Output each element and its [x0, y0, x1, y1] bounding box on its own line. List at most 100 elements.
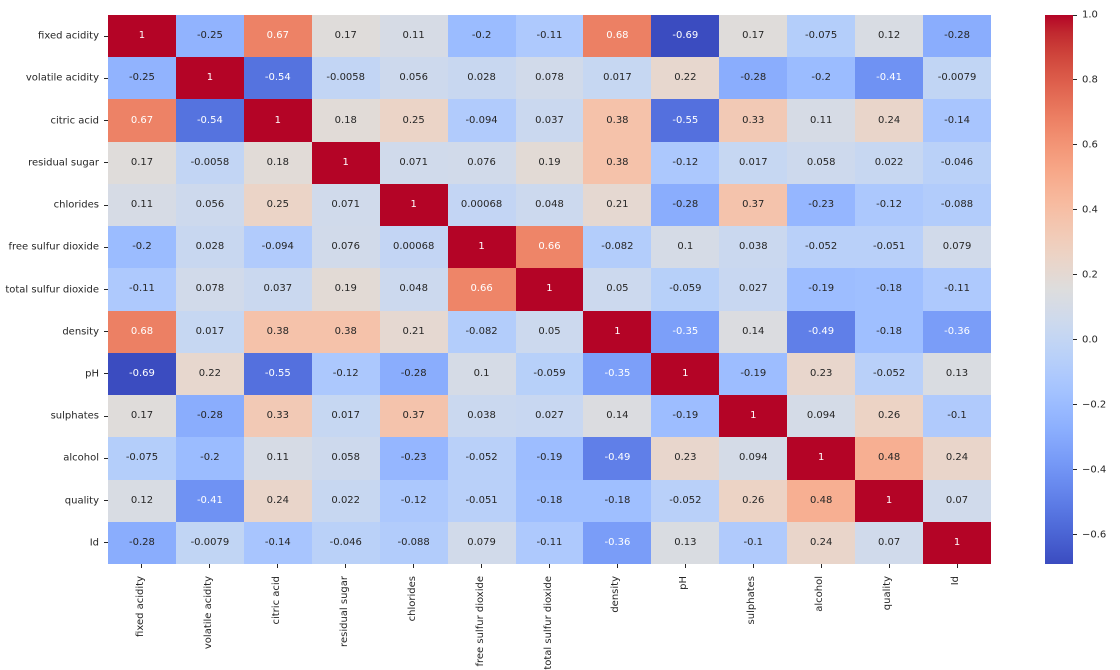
heatmap-cell: 0.25	[379, 99, 448, 142]
heatmap-cell: 0.24	[787, 521, 856, 564]
heatmap-cell: -0.052	[855, 352, 924, 396]
colorbar-tick-label: 1.0	[1082, 9, 1098, 21]
heatmap-cell: -0.18	[515, 479, 584, 522]
heatmap-cell: -0.11	[923, 268, 991, 311]
y-tick-label: fixed acidity	[38, 30, 99, 42]
y-tick-label: volatile acidity	[25, 72, 99, 84]
heatmap-cell: 0.24	[923, 437, 991, 480]
x-tick-label: quality	[882, 576, 894, 611]
heatmap-cell: -0.046	[923, 141, 991, 184]
heatmap-cell: 0.18	[243, 141, 312, 184]
heatmap-cell: -0.051	[447, 479, 516, 522]
heatmap-cell: -0.35	[651, 310, 720, 353]
heatmap-cell: 0.00068	[379, 226, 448, 269]
heatmap-cell: -0.059	[515, 352, 584, 396]
heatmap-cell: -0.23	[379, 437, 448, 480]
colorbar-tick-mark	[1073, 404, 1077, 406]
heatmap-cell: -0.094	[447, 99, 516, 142]
heatmap-cell: -0.25	[175, 15, 244, 58]
colorbar-tick-mark	[1073, 79, 1077, 81]
heatmap-cell: 0.24	[855, 99, 924, 142]
heatmap-cell: -0.1	[923, 395, 991, 438]
x-tick-mark	[616, 564, 618, 568]
colorbar-tick-mark	[1073, 209, 1077, 211]
heatmap-cell: 0.67	[108, 99, 176, 142]
heatmap-cell: 0.67	[243, 15, 312, 58]
colorbar-gradient	[1045, 15, 1073, 564]
heatmap-cell: -0.49	[787, 310, 856, 353]
heatmap-cell: 0.23	[787, 352, 856, 396]
heatmap-cell: 0.33	[719, 99, 788, 142]
heatmap-cell: 0.66	[447, 268, 516, 311]
x-tick-label: alcohol	[814, 576, 826, 612]
heatmap-cell: -0.19	[515, 437, 584, 480]
heatmap-cell: -0.051	[855, 226, 924, 269]
heatmap-cell: 0.076	[447, 141, 516, 184]
heatmap-cell: 0.11	[243, 437, 312, 480]
y-tick-mark	[104, 457, 108, 459]
heatmap-cell: 1	[379, 183, 448, 227]
heatmap-cell: 0.11	[379, 15, 448, 58]
heatmap-cell: 0.071	[311, 183, 380, 227]
heatmap-cell: -0.046	[311, 521, 380, 564]
heatmap-cell: 0.017	[175, 310, 244, 353]
heatmap-cell: 0.19	[311, 268, 380, 311]
heatmap-cell: -0.19	[651, 395, 720, 438]
heatmap-cell: 0.07	[855, 521, 924, 564]
heatmap-cell: 1	[923, 521, 991, 564]
heatmap-cell: 0.11	[787, 99, 856, 142]
x-tick-label: density	[610, 576, 622, 613]
x-tick-mark	[820, 564, 822, 568]
x-tick-mark	[345, 564, 347, 568]
heatmap-cell: 0.07	[923, 479, 991, 522]
heatmap-cell: 0.14	[719, 310, 788, 353]
x-tick-label: volatile acidity	[202, 576, 214, 650]
heatmap-grid: 1 -0.25 0.67 0.17 0.11 -0.2 -0.11 0.68 -0.69 0.17…	[108, 15, 991, 564]
heatmap-cell: 0.33	[243, 395, 312, 438]
heatmap-cell: 0.079	[923, 226, 991, 269]
heatmap-cell: 0.028	[447, 57, 516, 100]
heatmap-cell: 1	[447, 226, 516, 269]
heatmap-cell: -0.075	[787, 15, 856, 58]
heatmap-cell: 1	[719, 395, 788, 438]
heatmap-cell: -0.075	[108, 437, 176, 480]
heatmap-cell: -0.12	[379, 479, 448, 522]
heatmap-cell: 0.21	[379, 310, 448, 353]
heatmap-cell: -0.082	[583, 226, 652, 269]
heatmap-cell: -0.28	[923, 15, 991, 58]
heatmap-cell: -0.14	[243, 521, 312, 564]
heatmap-cell: 0.38	[583, 99, 652, 142]
heatmap-cell: 1	[855, 479, 924, 522]
colorbar-tick-label: 0.0	[1082, 334, 1098, 346]
y-tick-mark	[104, 120, 108, 122]
x-tick-mark	[684, 564, 686, 568]
colorbar-tick-label: 0.6	[1082, 139, 1098, 151]
x-tick-mark	[752, 564, 754, 568]
heatmap-cell: 0.24	[243, 479, 312, 522]
heatmap-cell: 0.1	[651, 226, 720, 269]
y-tick-mark	[104, 162, 108, 164]
heatmap-cell: 1	[651, 352, 720, 396]
heatmap-cell: -0.54	[175, 99, 244, 142]
heatmap-cell: -0.0079	[175, 521, 244, 564]
heatmap-cell: 0.17	[311, 15, 380, 58]
heatmap-cell: 0.22	[175, 352, 244, 396]
heatmap-cell: -0.49	[583, 437, 652, 480]
heatmap-cell: 0.017	[311, 395, 380, 438]
heatmap-cell: -0.082	[447, 310, 516, 353]
heatmap-cell: -0.36	[923, 310, 991, 353]
heatmap-cell: 0.05	[515, 310, 584, 353]
y-tick-label: density	[62, 326, 99, 338]
heatmap-cell: -0.25	[108, 57, 176, 100]
y-tick-label: Id	[89, 537, 99, 549]
heatmap-cell: -0.2	[447, 15, 516, 58]
colorbar-tick-label: −0.6	[1082, 529, 1107, 541]
colorbar-tick-mark	[1073, 469, 1077, 471]
heatmap-cell: -0.54	[243, 57, 312, 100]
heatmap-cell: -0.28	[651, 183, 720, 227]
colorbar-tick-mark	[1073, 144, 1077, 146]
colorbar-tick-mark	[1073, 14, 1077, 16]
heatmap-cell: 0.38	[311, 310, 380, 353]
heatmap-cell: 0.028	[175, 226, 244, 269]
heatmap-cell: 0.12	[855, 15, 924, 58]
